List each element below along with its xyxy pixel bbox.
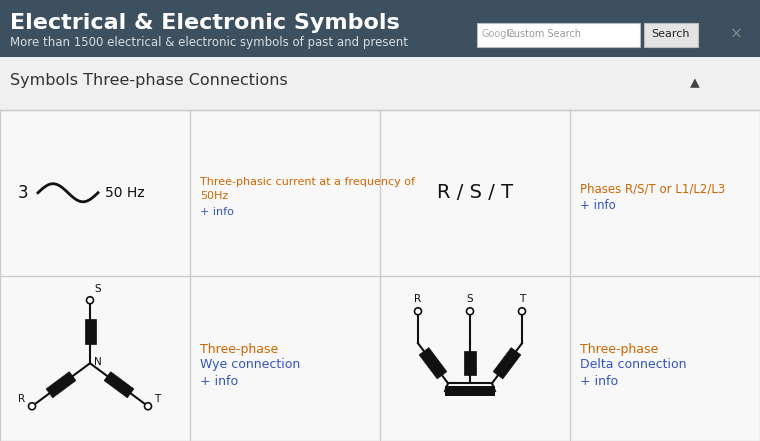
Text: Custom Search: Custom Search bbox=[507, 29, 581, 39]
Bar bbox=[477, 23, 640, 47]
Text: T: T bbox=[154, 394, 160, 404]
Bar bbox=[190, 110, 380, 276]
Text: T: T bbox=[519, 294, 525, 304]
Text: S: S bbox=[94, 284, 100, 294]
Bar bbox=[0, 110, 190, 276]
Text: ▴: ▴ bbox=[690, 73, 700, 92]
Text: 50 Hz: 50 Hz bbox=[105, 186, 144, 200]
Circle shape bbox=[467, 308, 473, 315]
Bar bbox=[0, 276, 190, 441]
Circle shape bbox=[29, 403, 36, 410]
Bar bbox=[445, 386, 495, 396]
Text: 3: 3 bbox=[18, 184, 29, 202]
Text: R: R bbox=[18, 394, 25, 404]
Bar bbox=[570, 276, 760, 441]
Text: Three-phasic current at a frequency of: Three-phasic current at a frequency of bbox=[200, 177, 415, 187]
Bar bbox=[0, 57, 760, 110]
Bar bbox=[190, 276, 380, 441]
Circle shape bbox=[414, 308, 422, 315]
Text: + info: + info bbox=[200, 207, 234, 217]
Polygon shape bbox=[420, 348, 447, 379]
Text: N: N bbox=[94, 357, 102, 367]
Text: Three-phase: Three-phase bbox=[580, 343, 658, 356]
Text: Symbols Three-phase Connections: Symbols Three-phase Connections bbox=[10, 73, 288, 88]
Bar bbox=[380, 110, 570, 276]
Text: + info: + info bbox=[200, 375, 238, 388]
Text: Search: Search bbox=[652, 29, 690, 39]
Text: Three-phase: Three-phase bbox=[200, 343, 278, 356]
Polygon shape bbox=[104, 372, 134, 398]
Polygon shape bbox=[46, 372, 76, 398]
Text: Wye connection: Wye connection bbox=[200, 358, 300, 371]
Polygon shape bbox=[493, 348, 521, 379]
Bar bbox=[644, 23, 698, 47]
Polygon shape bbox=[464, 351, 476, 375]
Polygon shape bbox=[84, 319, 96, 344]
Circle shape bbox=[87, 297, 93, 304]
Text: Google: Google bbox=[482, 29, 516, 39]
Bar bbox=[380, 276, 570, 441]
Text: R / S / T: R / S / T bbox=[437, 183, 513, 202]
Text: S: S bbox=[467, 294, 473, 304]
Bar bbox=[0, 0, 760, 57]
Bar bbox=[570, 110, 760, 276]
Text: Phases R/S/T or L1/L2/L3: Phases R/S/T or L1/L2/L3 bbox=[580, 183, 725, 196]
Circle shape bbox=[144, 403, 151, 410]
Text: + info: + info bbox=[580, 375, 618, 388]
Text: Delta connection: Delta connection bbox=[580, 358, 686, 371]
Text: + info: + info bbox=[580, 199, 616, 212]
Text: ×: × bbox=[730, 26, 743, 41]
Text: 50Hz: 50Hz bbox=[200, 191, 228, 201]
Circle shape bbox=[518, 308, 525, 315]
Text: R: R bbox=[414, 294, 422, 304]
Text: More than 1500 electrical & electronic symbols of past and present: More than 1500 electrical & electronic s… bbox=[10, 36, 408, 49]
Text: Electrical & Electronic Symbols: Electrical & Electronic Symbols bbox=[10, 13, 400, 33]
